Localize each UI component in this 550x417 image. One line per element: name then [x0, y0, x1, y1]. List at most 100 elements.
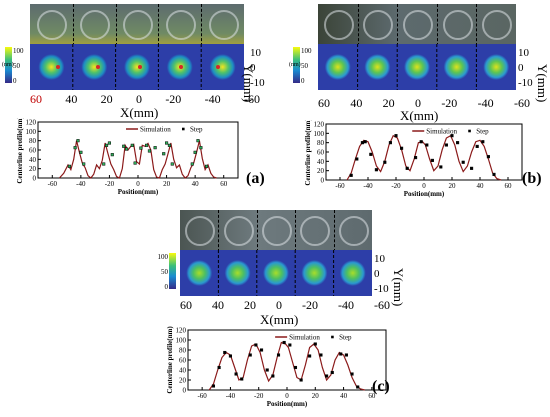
y-tick-label: 60	[29, 147, 37, 155]
step-point	[147, 149, 151, 153]
y-axis-label: Centerline profile(nm)	[304, 120, 312, 186]
step-point	[461, 160, 465, 164]
y-tick-label: 0	[33, 175, 37, 183]
heatmap-spot	[124, 54, 150, 80]
step-point	[414, 156, 418, 160]
step-point	[190, 162, 194, 166]
step-point	[125, 147, 129, 151]
step-point	[133, 161, 137, 165]
photo-ring	[37, 10, 68, 40]
step-point	[170, 162, 174, 166]
step-point	[400, 146, 404, 150]
step-point	[162, 152, 166, 156]
y-tick-label: 0	[321, 177, 325, 185]
panel-b-heatmap-ylabel: Y(mm)	[535, 64, 550, 103]
heatmap-spot	[364, 54, 391, 80]
step-point	[486, 155, 490, 159]
photo-ring	[80, 10, 111, 40]
step-point	[217, 365, 221, 370]
panel-c-heatmap-xticks: 60 40 20 0 -20 -40 -60	[180, 298, 390, 312]
panel-a-heatmap	[5, 44, 244, 90]
step-point	[165, 141, 169, 145]
heatmap-spot	[209, 54, 236, 80]
x-tick-label: -60	[48, 180, 58, 188]
step-point	[339, 352, 343, 356]
y-axis-label: Centerline profile(nm)	[166, 326, 174, 394]
photo-divider	[333, 210, 335, 252]
photo-divider	[72, 4, 74, 46]
x-tick-label: -40	[76, 180, 86, 188]
photo-divider	[476, 4, 478, 46]
step-point	[363, 140, 367, 144]
y-tick-label: 60	[317, 149, 325, 157]
panel-c-heatmap	[169, 250, 372, 296]
step-point	[167, 143, 171, 147]
legend-step-swatch	[182, 127, 185, 131]
y-tick-label: 100	[26, 128, 37, 136]
y-tick-label: 0	[183, 387, 187, 395]
x-tick-label: -40	[226, 392, 236, 400]
step-point	[308, 354, 312, 358]
photo-ring	[123, 10, 153, 40]
panel-a-heatmap-xlabel: X(mm)	[120, 105, 159, 120]
step-point	[193, 150, 197, 154]
panel-a	[0, 0, 270, 200]
step-point	[223, 350, 227, 355]
legend-step-swatch	[468, 129, 471, 133]
step-point	[319, 353, 323, 357]
heatmap-spot	[339, 260, 366, 286]
photo-ring	[300, 216, 331, 246]
heatmap-marker	[179, 65, 183, 69]
step-point	[145, 143, 149, 147]
step-point	[110, 153, 114, 157]
step-point	[492, 172, 496, 176]
y-tick-label: 100	[314, 130, 325, 138]
step-point	[254, 343, 258, 347]
x-axis-label: Position(mm)	[404, 190, 445, 198]
photo-divider	[201, 4, 203, 46]
photo-ring	[403, 10, 433, 40]
step-point	[105, 143, 109, 147]
panel-a-colorbar-unit: (nm)	[2, 62, 14, 68]
photo-divider	[115, 4, 117, 46]
x-tick-label: 40	[340, 392, 348, 400]
legend-step-label: Step	[190, 126, 203, 134]
step-point	[139, 146, 143, 150]
step-point	[356, 385, 360, 389]
panel-b-heatmap-yticks: 10 0 -10	[518, 47, 533, 89]
step-point	[313, 342, 317, 346]
step-point	[153, 146, 157, 150]
step-point	[444, 143, 448, 147]
step-point	[349, 173, 353, 177]
x-tick-label: 20	[312, 392, 320, 400]
step-point	[374, 168, 378, 172]
y-axis-label: Centerline profile(nm)	[16, 118, 24, 184]
y-tick-label: 60	[179, 357, 187, 365]
step-point	[475, 144, 479, 148]
step-point	[122, 144, 126, 148]
simulation-line	[58, 140, 217, 179]
step-point	[259, 348, 264, 352]
step-point	[82, 162, 86, 166]
step-point	[425, 143, 429, 147]
simulation-line	[346, 134, 502, 181]
step-point	[234, 372, 238, 376]
y-tick-label: 40	[29, 156, 37, 164]
legend-simulation-label: Simulation	[289, 334, 320, 342]
y-tick-label: 80	[179, 347, 187, 355]
step-point	[228, 354, 232, 358]
panel-c-photo-strip	[180, 210, 372, 252]
x-tick-label: 20	[449, 182, 457, 190]
panel-c-heatmap-yticks: 10 0 -10	[374, 253, 389, 295]
heatmap-marker	[56, 65, 60, 69]
step-point	[265, 368, 269, 372]
photo-divider	[397, 4, 399, 46]
x-tick-label: -20	[391, 182, 401, 190]
panel-b-heatmap-xticks: 60 40 20 0 -20 -40 -60	[318, 96, 530, 110]
photo-ring	[165, 10, 196, 40]
step-point	[271, 374, 275, 378]
step-point	[355, 157, 359, 161]
panel-c-label: (c)	[372, 378, 390, 395]
legend-step-label: Step	[339, 334, 352, 342]
step-point	[282, 340, 286, 345]
